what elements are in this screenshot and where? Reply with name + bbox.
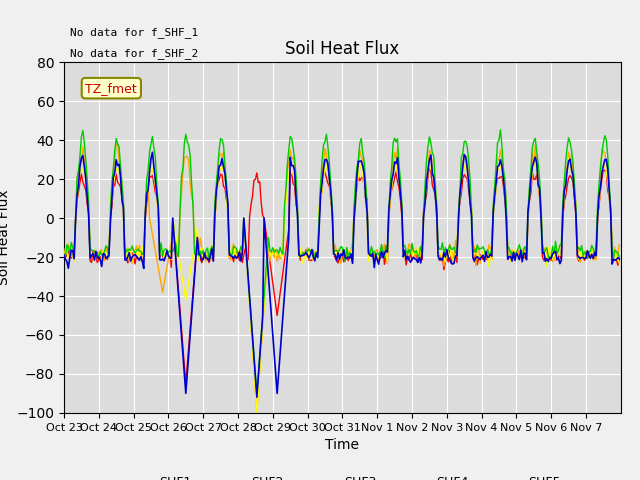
Text: TZ_fmet: TZ_fmet [86,82,137,95]
Text: No data for f_SHF_2: No data for f_SHF_2 [70,48,198,60]
Legend: SHF1, SHF2, SHF3, SHF4, SHF5: SHF1, SHF2, SHF3, SHF4, SHF5 [119,471,566,480]
Title: Soil Heat Flux: Soil Heat Flux [285,40,399,58]
Y-axis label: Soil Heat Flux: Soil Heat Flux [0,190,11,286]
X-axis label: Time: Time [325,438,360,452]
Text: No data for f_SHF_1: No data for f_SHF_1 [70,27,198,38]
